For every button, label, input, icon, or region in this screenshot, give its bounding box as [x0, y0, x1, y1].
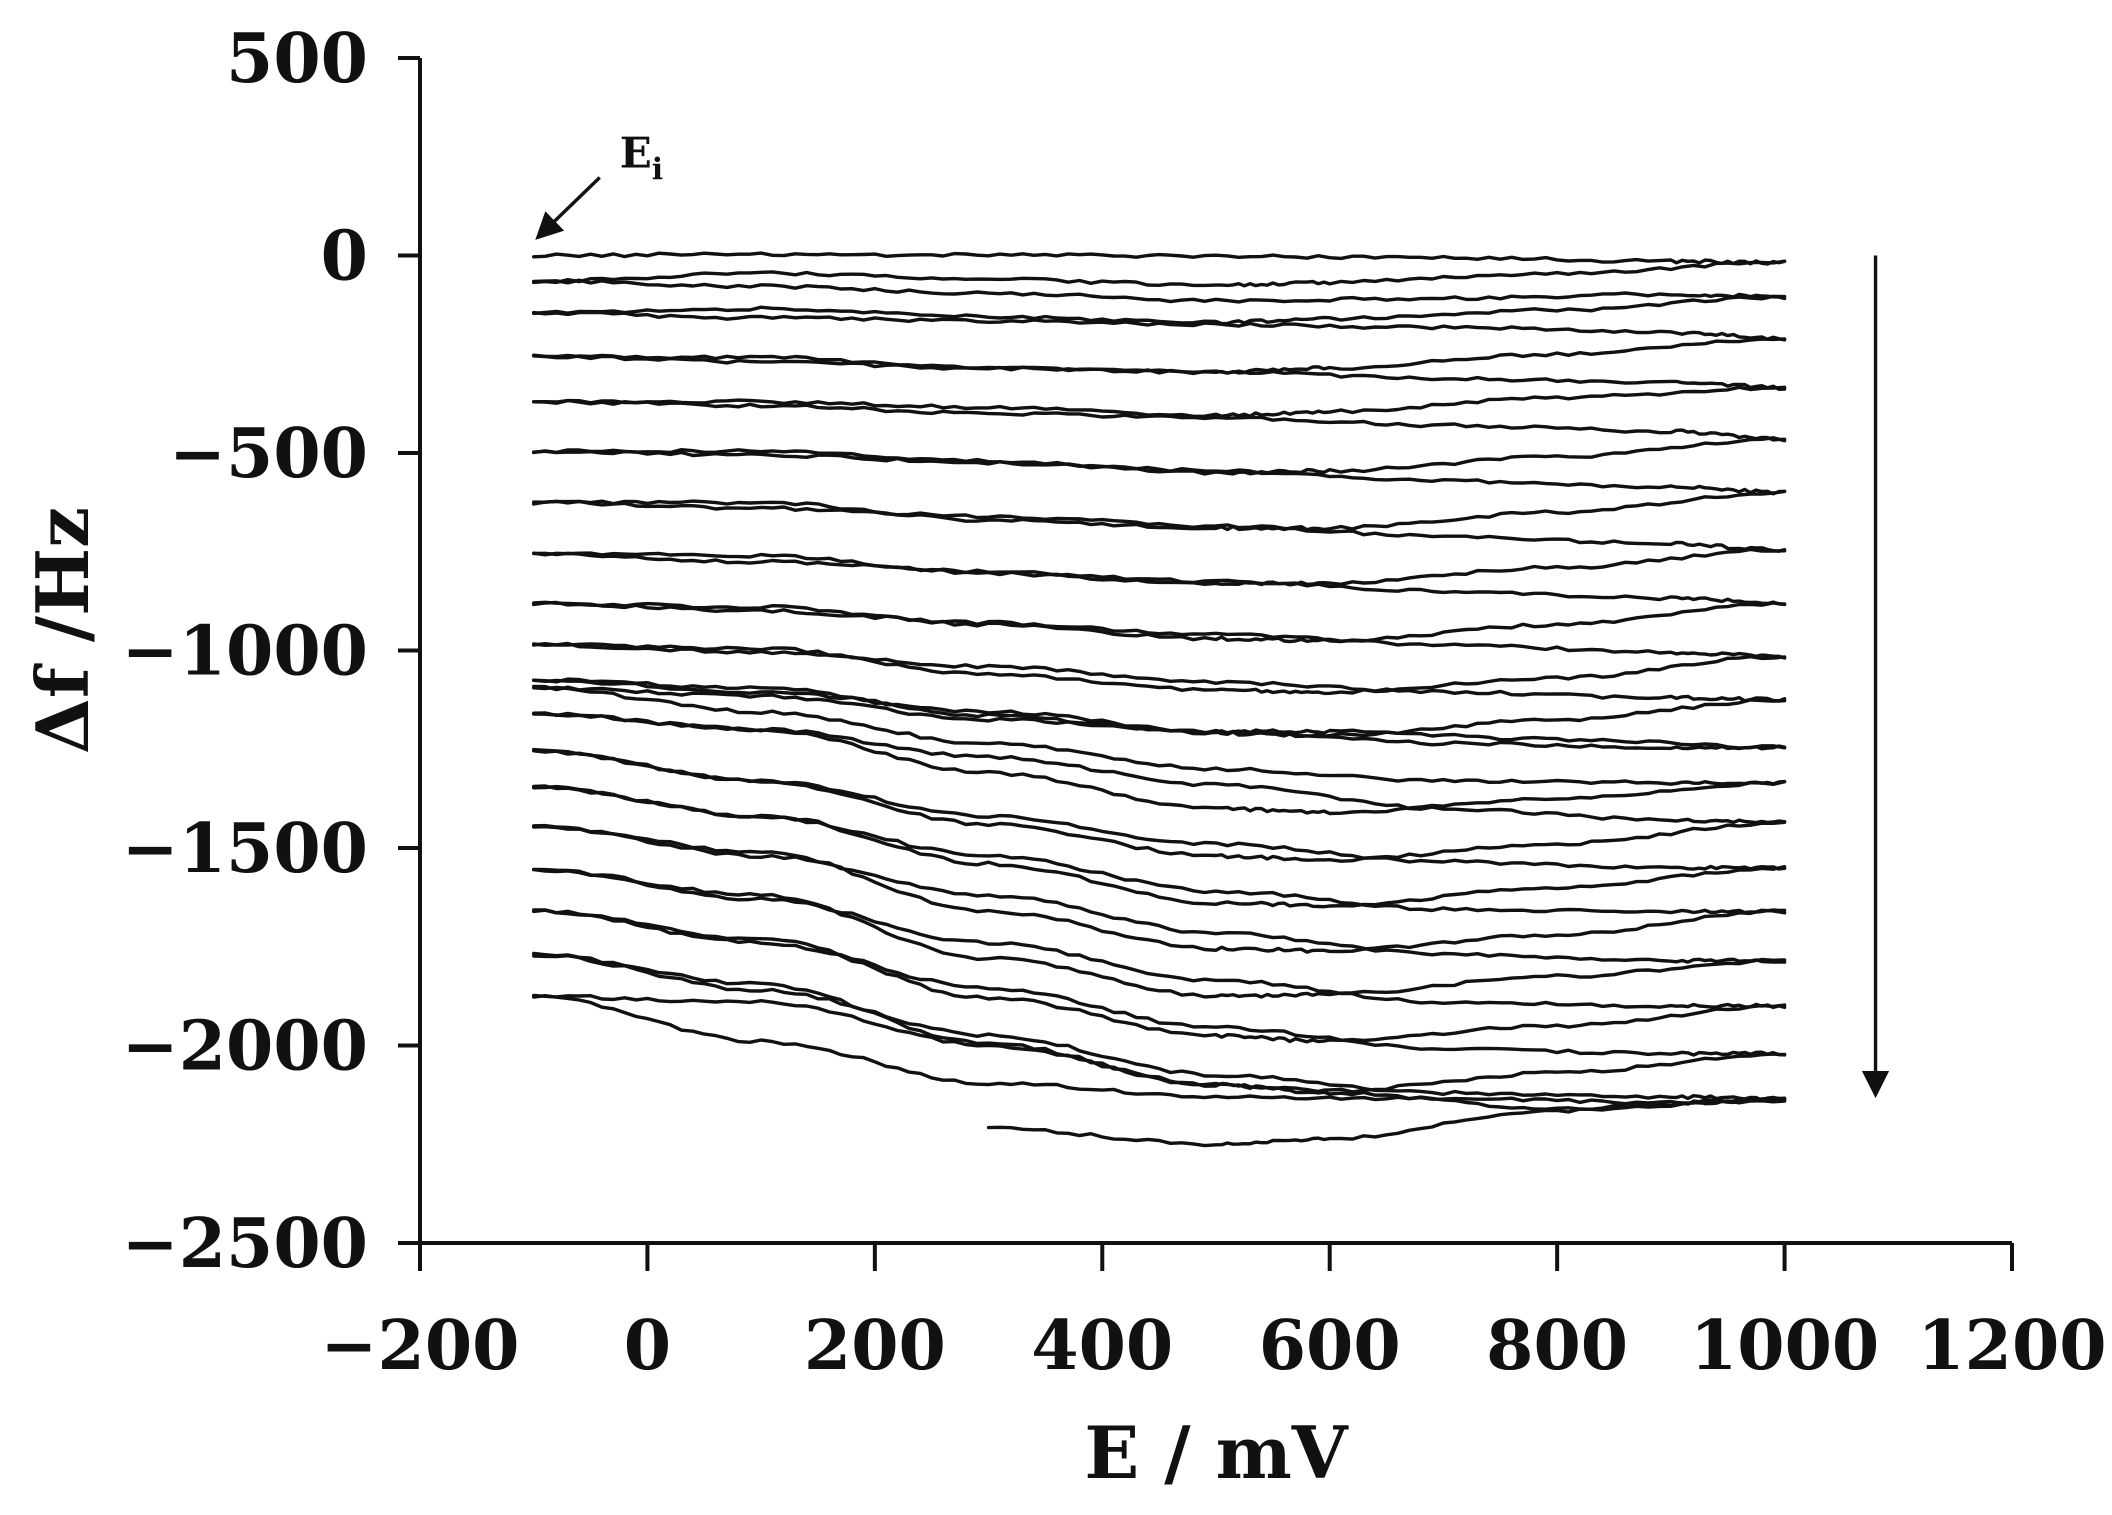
ei-label-main: E	[620, 129, 652, 178]
series-line-19	[532, 641, 1787, 703]
plot-area	[532, 251, 1787, 1148]
series-line-18	[532, 642, 1787, 696]
x-tick-label: 600	[1259, 1306, 1401, 1386]
annotations: Ei	[535, 129, 1890, 1099]
series-line-38	[532, 993, 1787, 1111]
series-line-7	[532, 353, 1787, 391]
series-line-29	[532, 784, 1787, 915]
series-line-4	[532, 294, 1787, 326]
x-tick-label: −200	[321, 1306, 520, 1386]
y-tick-label: 0	[321, 217, 368, 297]
y-tick-label: −1000	[122, 612, 368, 692]
y-tick-label: −2500	[122, 1204, 368, 1284]
x-tick-label: 1200	[1917, 1306, 2106, 1386]
series-line-11	[532, 449, 1787, 496]
ei-pointer-arrow	[535, 176, 601, 240]
series-line-15	[532, 551, 1787, 606]
series-line-26	[532, 749, 1787, 863]
series-line-32	[532, 867, 1787, 999]
series-line-37	[532, 954, 1787, 1102]
x-axis-title: E / mV	[1084, 1410, 1348, 1495]
series-line-6	[532, 337, 1787, 375]
series-line-33	[532, 867, 1787, 1010]
series-line-27	[532, 747, 1787, 871]
y-axis-title: Δf /Hz	[20, 507, 105, 754]
x-tick-label: 800	[1486, 1306, 1628, 1386]
series-line-22	[532, 684, 1787, 750]
series-line-2	[532, 259, 1787, 288]
series-line-39	[532, 994, 1787, 1106]
series-line-16	[532, 600, 1787, 644]
series-line-21	[532, 678, 1787, 751]
y-tick-label: −1500	[122, 809, 368, 889]
x-tick-label: 200	[804, 1306, 946, 1386]
series-line-30	[532, 823, 1787, 954]
series-line-5	[532, 310, 1787, 342]
series-line-12	[532, 489, 1787, 532]
series-line-40	[986, 1099, 1787, 1148]
series-line-17	[532, 600, 1787, 660]
y-tick-label: −2000	[122, 1007, 368, 1087]
series-line-23	[532, 685, 1787, 786]
x-tick-label: 1000	[1690, 1306, 1879, 1386]
series-line-14	[532, 547, 1787, 587]
series-line-8	[532, 385, 1787, 418]
series-line-35	[532, 908, 1787, 1057]
ei-label-subscript: i	[652, 153, 663, 188]
series-line-13	[532, 499, 1787, 553]
series-line-9	[532, 398, 1787, 442]
y-tick-label: 500	[226, 19, 368, 99]
series-line-31	[532, 825, 1787, 964]
x-tick-label: 400	[1031, 1306, 1173, 1386]
x-tick-label: 0	[624, 1306, 671, 1386]
series-line-1	[532, 251, 1787, 266]
series-line-25	[532, 711, 1787, 825]
series-line-3	[532, 278, 1787, 304]
series-line-36	[532, 951, 1787, 1094]
series-line-34	[532, 908, 1787, 1044]
y-tick-label: −500	[169, 414, 368, 494]
ei-label: Ei	[620, 129, 663, 188]
